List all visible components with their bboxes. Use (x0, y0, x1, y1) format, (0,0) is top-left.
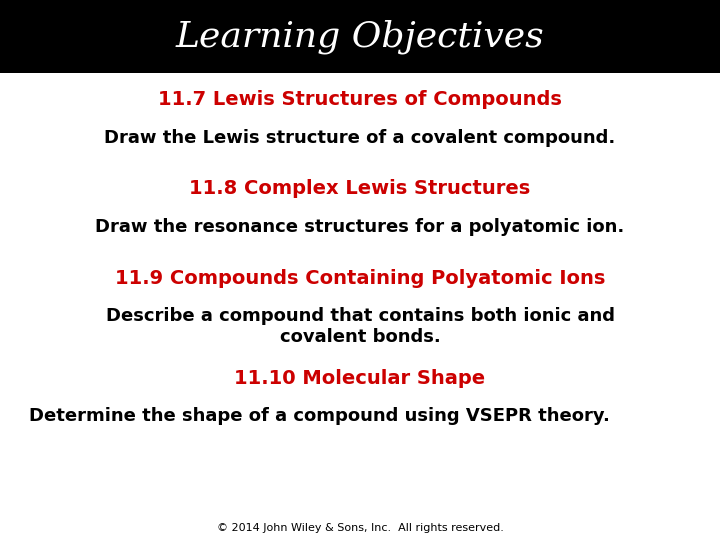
Text: Describe a compound that contains both ionic and
covalent bonds.: Describe a compound that contains both i… (106, 307, 614, 346)
Text: Learning Objectives: Learning Objectives (176, 19, 544, 53)
Text: Draw the resonance structures for a polyatomic ion.: Draw the resonance structures for a poly… (95, 218, 625, 236)
Bar (0, 0, 720, 73)
Text: 11.7 Lewis Structures of Compounds: 11.7 Lewis Structures of Compounds (158, 90, 562, 110)
Text: © 2014 John Wiley & Sons, Inc.  All rights reserved.: © 2014 John Wiley & Sons, Inc. All right… (217, 523, 503, 533)
Text: 11.10 Molecular Shape: 11.10 Molecular Shape (235, 368, 485, 388)
Text: Determine the shape of a compound using VSEPR theory.: Determine the shape of a compound using … (29, 407, 610, 425)
Text: 11.9 Compounds Containing Polyatomic Ions: 11.9 Compounds Containing Polyatomic Ion… (114, 268, 606, 288)
Text: 11.8 Complex Lewis Structures: 11.8 Complex Lewis Structures (189, 179, 531, 199)
Text: Draw the Lewis structure of a covalent compound.: Draw the Lewis structure of a covalent c… (104, 129, 616, 147)
